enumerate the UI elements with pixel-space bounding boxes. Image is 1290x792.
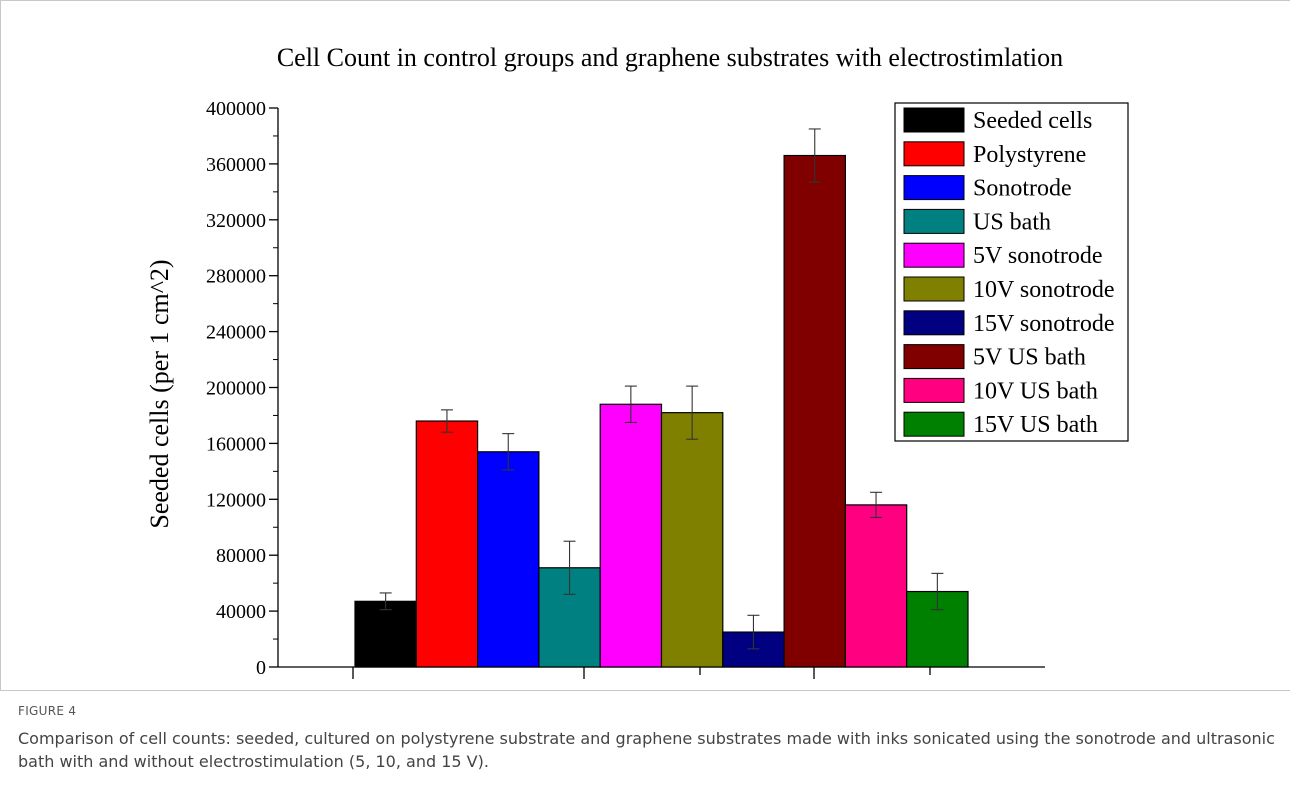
y-tick-label: 320000 (206, 210, 266, 232)
bar (415, 420, 479, 668)
y-tick-label: 280000 (206, 266, 266, 288)
legend-label: US bath (973, 209, 1051, 235)
error-bar (379, 592, 392, 611)
error-bar (686, 385, 699, 440)
y-tick-label: 240000 (206, 322, 266, 344)
error-bar (870, 491, 883, 519)
chart: Cell Count in control groups and graphen… (0, 0, 1290, 691)
bar (660, 412, 724, 668)
legend-label: 5V US bath (973, 345, 1086, 371)
legend-swatch (903, 310, 965, 336)
legend-label: Sonotrode (973, 176, 1072, 202)
legend-swatch (903, 208, 965, 234)
error-bar (624, 385, 637, 423)
error-bar (440, 409, 453, 433)
legend-swatch (903, 141, 965, 167)
bar (599, 403, 663, 668)
legend-label: Polystyrene (973, 142, 1086, 168)
figure-label: FIGURE 4 (18, 704, 77, 718)
error-bar (808, 128, 821, 183)
legend-label: 15V US bath (973, 412, 1098, 438)
legend-label: 15V sonotrode (973, 311, 1115, 337)
error-bar (747, 614, 760, 650)
figure-frame (0, 0, 1290, 691)
y-tick-label: 160000 (206, 433, 266, 455)
legend-swatch (903, 242, 965, 268)
bar (783, 154, 846, 668)
chart-title: Cell Count in control groups and graphen… (277, 43, 1063, 72)
y-tick-label: 360000 (206, 154, 266, 176)
y-tick-label: 400000 (206, 98, 266, 120)
bar (844, 504, 908, 668)
y-tick-label: 80000 (216, 545, 266, 567)
legend-swatch (903, 344, 965, 370)
legend-swatch (903, 411, 965, 437)
y-tick-label: 0 (256, 657, 266, 679)
x-axis-ticks (352, 667, 931, 679)
legend: Seeded cells Polystyrene Sonotrode US bath 5… (894, 102, 1129, 442)
legend-label: 5V sonotrode (973, 243, 1103, 269)
error-bar (563, 540, 576, 595)
legend-swatch (903, 175, 965, 201)
y-axis-label: Seeded cells (per 1 cm^2) (145, 259, 174, 528)
legend-swatch (903, 107, 965, 133)
legend-swatch (903, 377, 965, 403)
bar (477, 451, 540, 668)
y-tick-label: 40000 (216, 601, 266, 623)
figure-caption: Comparison of cell counts: seeded, cultu… (18, 729, 1275, 771)
legend-swatch (903, 276, 965, 302)
legend-label: 10V US bath (973, 378, 1098, 404)
y-tick-label: 120000 (206, 489, 266, 511)
error-bar (502, 433, 515, 471)
error-bar (931, 572, 944, 611)
y-tick-label: 200000 (206, 378, 266, 400)
bar (354, 600, 417, 668)
legend-label: 10V sonotrode (973, 277, 1115, 303)
legend-label: Seeded cells (973, 108, 1092, 134)
